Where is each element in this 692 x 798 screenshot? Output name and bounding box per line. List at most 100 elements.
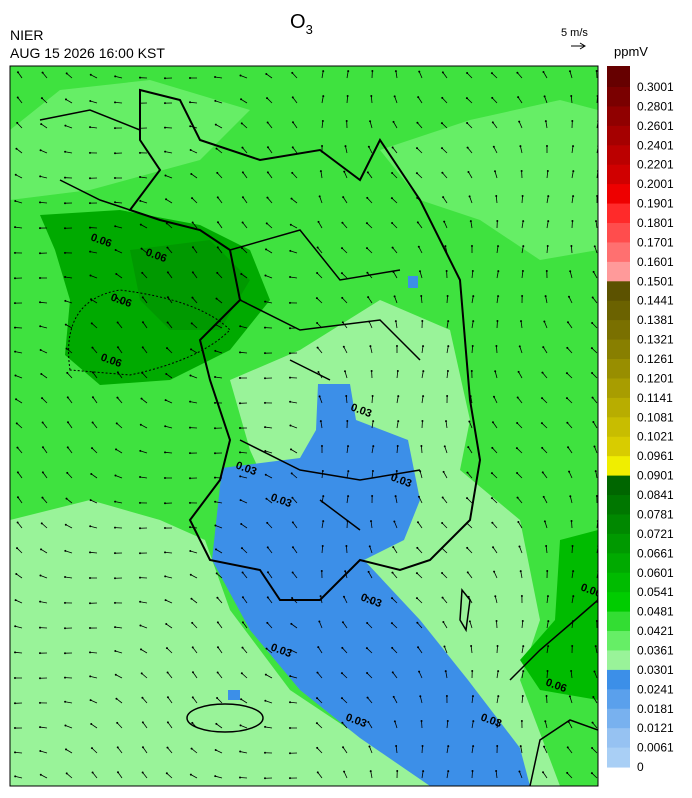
colorbar-swatch: [607, 592, 630, 613]
wind-arrowhead: [492, 145, 495, 148]
wind-arrow: [446, 346, 449, 354]
wind-arrow: [593, 696, 598, 704]
wind-arrowhead: [39, 325, 42, 328]
wind-arrow: [318, 621, 323, 629]
wind-arrowhead: [441, 96, 444, 99]
wind-arrowhead: [214, 775, 217, 778]
wind-arrow: [467, 147, 473, 154]
wind-arrowhead: [241, 646, 244, 649]
wind-arrowhead: [368, 320, 371, 323]
wind-arrowhead: [240, 698, 243, 701]
wind-arrow: [396, 371, 399, 379]
wind-arrow: [544, 96, 548, 104]
wind-arrow: [520, 571, 523, 579]
wind-arrowhead: [371, 70, 374, 73]
wind-arrow: [421, 745, 423, 754]
wind-arrow: [291, 172, 298, 179]
wind-arrowhead: [595, 70, 598, 73]
wind-arrowhead: [418, 670, 421, 673]
wind-arrow: [290, 425, 298, 429]
wind-arrow: [140, 601, 148, 604]
wind-arrowhead: [391, 571, 394, 574]
wind-arrowhead: [165, 623, 168, 626]
coastline: [128, 88, 482, 601]
wind-arrowhead: [568, 470, 571, 473]
wind-arrowhead: [14, 277, 17, 280]
wind-arrow: [316, 747, 323, 754]
wind-arrowhead: [570, 670, 573, 673]
wind-arrowhead: [264, 377, 267, 380]
wind-arrowhead: [319, 420, 322, 423]
wind-arrow: [446, 746, 449, 754]
wind-arrowhead: [216, 646, 219, 649]
wind-arrow: [394, 96, 398, 104]
wind-arrowhead: [114, 152, 117, 155]
wind-arrowhead: [264, 401, 267, 404]
wind-arrow: [366, 247, 373, 254]
wind-arrow: [442, 597, 448, 604]
wind-arrowhead: [365, 222, 368, 225]
wind-arrowhead: [216, 596, 219, 599]
wind-arrowhead: [471, 695, 474, 698]
title-subscript: 3: [306, 22, 313, 37]
wind-arrowhead: [395, 470, 398, 473]
wind-arrowhead: [443, 445, 446, 448]
wind-arrowhead: [164, 77, 167, 80]
wind-arrowhead: [590, 347, 593, 350]
wind-arrowhead: [446, 370, 449, 373]
wind-arrow: [265, 700, 273, 704]
wind-arrow: [142, 747, 148, 754]
wind-arrow: [290, 449, 298, 454]
wind-arrow: [41, 97, 48, 104]
wind-arrowhead: [40, 548, 43, 551]
wind-arrowhead: [441, 71, 444, 74]
wind-arrow: [571, 171, 574, 179]
wind-arrowhead: [545, 270, 548, 273]
wind-arrow: [546, 670, 548, 679]
wind-arrow: [192, 222, 198, 229]
wind-arrowhead: [191, 271, 194, 274]
wind-arrowhead: [189, 452, 192, 455]
wind-arrow: [517, 72, 523, 79]
wind-arrow: [542, 372, 548, 379]
wind-arrow: [291, 198, 298, 204]
wind-arrow: [242, 222, 248, 229]
wind-arrowhead: [393, 295, 396, 298]
wind-arrowhead: [290, 448, 293, 451]
wind-arrowhead: [191, 671, 194, 674]
wind-arrow: [421, 371, 424, 379]
colorbar-tick-label: 0.1021: [637, 430, 674, 444]
wind-arrow: [267, 197, 273, 204]
agency: NIER: [10, 27, 43, 43]
wind-arrowhead: [519, 745, 522, 748]
wind-arrowhead: [522, 645, 525, 648]
wind-arrow: [15, 174, 23, 179]
wind-arrow: [467, 472, 473, 479]
wind-arrowhead: [345, 545, 348, 548]
wind-arrowhead: [116, 721, 119, 724]
wind-arrow: [442, 196, 448, 204]
wind-arrow: [140, 424, 148, 429]
wind-arrow: [115, 674, 123, 679]
wind-arrow: [445, 246, 448, 254]
wind-arrow: [92, 397, 98, 404]
wind-arrowhead: [441, 171, 444, 174]
wind-arrow: [241, 672, 248, 679]
wind-arrowhead: [340, 672, 343, 675]
wind-arrow: [521, 671, 524, 679]
wind-arrow: [542, 772, 548, 779]
wind-arrowhead: [522, 220, 525, 223]
wind-arrowhead: [139, 527, 142, 530]
wind-arrow: [164, 451, 173, 454]
wind-arrowhead: [140, 648, 143, 651]
colorbar-swatch: [607, 747, 630, 768]
wind-arrowhead: [139, 423, 142, 426]
wind-arrowhead: [542, 70, 545, 73]
wind-arrow: [491, 97, 498, 104]
wind-arrow: [164, 551, 173, 554]
wind-arrowhead: [592, 696, 595, 699]
wind-arrowhead: [39, 349, 42, 352]
wind-arrowhead: [372, 420, 375, 423]
wind-arrowhead: [291, 496, 294, 499]
